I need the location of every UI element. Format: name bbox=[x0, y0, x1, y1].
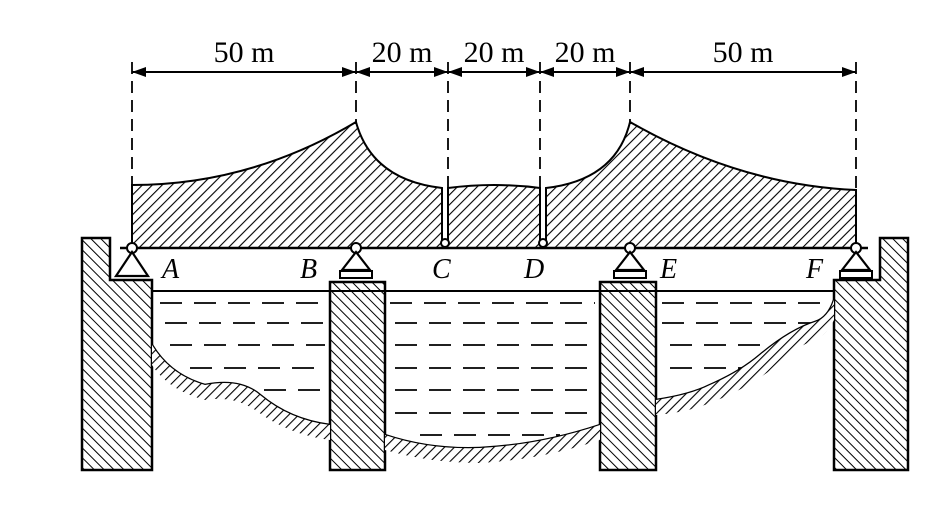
bridge-deck bbox=[131, 120, 857, 249]
point-label-b: B bbox=[300, 254, 317, 285]
point-label-c: C bbox=[432, 254, 451, 285]
point-label-f: F bbox=[805, 254, 824, 285]
left-abutment bbox=[80, 236, 154, 472]
span-label-4: 20 m bbox=[555, 36, 616, 69]
hinge-c bbox=[440, 238, 450, 248]
pier-e bbox=[598, 280, 658, 472]
support-f bbox=[839, 242, 873, 279]
right-abutment bbox=[832, 236, 910, 472]
point-label-a: A bbox=[160, 254, 180, 285]
point-label-d: D bbox=[523, 254, 544, 285]
span-label-3: 20 m bbox=[464, 36, 525, 69]
river-bed-left-hatch bbox=[152, 345, 330, 440]
dimension-line bbox=[132, 67, 856, 77]
river-bed-right-hatch bbox=[656, 300, 834, 415]
support-a bbox=[113, 242, 151, 278]
river-bed-middle-hatch bbox=[385, 425, 600, 463]
hinge-d bbox=[538, 238, 548, 248]
point-label-e: E bbox=[659, 254, 677, 285]
support-b bbox=[339, 242, 373, 279]
span-label-1: 50 m bbox=[214, 36, 275, 69]
pier-b bbox=[328, 280, 387, 472]
water-dashes bbox=[160, 302, 825, 436]
support-e bbox=[613, 242, 647, 279]
span-label-5: 50 m bbox=[713, 36, 774, 69]
span-label-2: 20 m bbox=[372, 36, 433, 69]
